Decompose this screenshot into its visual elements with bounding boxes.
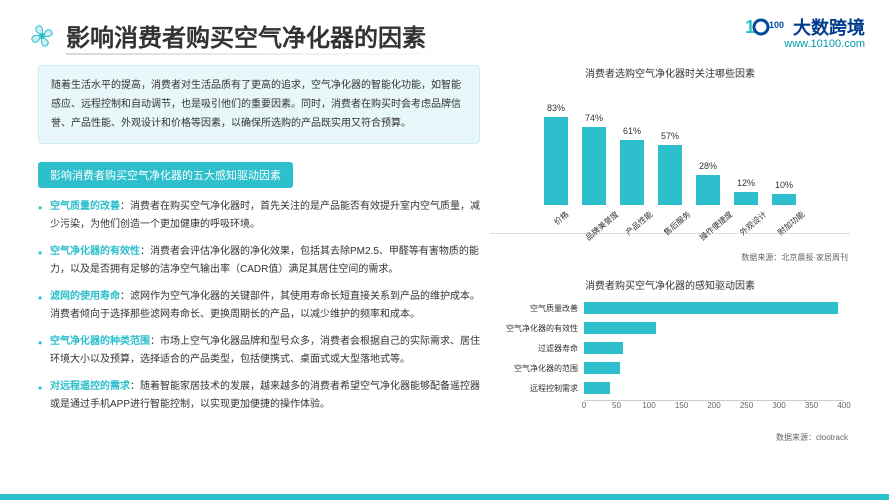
hbar-track <box>584 298 850 318</box>
x-axis: 050100150200250300350400 <box>584 400 844 414</box>
hbar-track <box>584 358 850 378</box>
x-tick: 200 <box>707 401 720 410</box>
vbar-category: 品牌美誉度 <box>583 209 621 243</box>
hbar-row: 远程控制需求 <box>584 378 850 398</box>
main-content: 随着生活水平的提高，消费者对生活品质有了更高的追求，空气净化器的智能化功能，如智… <box>0 65 889 443</box>
vbar-value: 10% <box>775 180 793 190</box>
hbar-label: 空气净化器的范围 <box>490 363 578 374</box>
right-column: 消费者选购空气净化器时关注哪些因素 83%价格74%品牌美誉度61%产品性能57… <box>490 65 870 443</box>
x-tick: 0 <box>582 401 586 410</box>
bullet-list: 空气质量的改善：消费者在购买空气净化器时，首先关注的是产品能否有效提升室内空气质… <box>38 198 480 413</box>
x-tick: 350 <box>805 401 818 410</box>
hbar-label: 远程控制需求 <box>490 383 578 394</box>
horizontal-bar-chart: 空气质量改善空气净化器的有效性过滤器寿命空气净化器的范围远程控制需求050100… <box>490 298 850 414</box>
vbar-value: 74% <box>585 113 603 123</box>
vbar: 57%售后服务 <box>658 145 682 205</box>
bullet-item: 空气质量的改善：消费者在购买空气净化器时，首先关注的是产品能否有效提升室内空气质… <box>38 198 480 233</box>
hbar-track <box>584 378 850 398</box>
bullet-title: 空气质量的改善 <box>50 201 120 212</box>
vbar: 28%操作便捷度 <box>696 175 720 205</box>
vbar: 61%产品性能 <box>620 140 644 205</box>
section-label: 影响消费者购买空气净化器的五大感知驱动因素 <box>38 162 293 188</box>
vbar: 10%附加功能 <box>772 194 796 205</box>
bullet-title: 对远程遥控的需求 <box>50 381 130 392</box>
bullet-item: 对远程遥控的需求：随着智能家居技术的发展，越来越多的消费者希望空气净化器能够配备… <box>38 378 480 413</box>
hbar <box>584 322 656 334</box>
vbar: 74%品牌美誉度 <box>582 127 606 205</box>
header: 影响消费者购买空气净化器的因素 1 100 大数跨境 www.10100.com <box>0 0 889 53</box>
vbar-value: 83% <box>547 103 565 113</box>
hbar-label: 空气净化器的有效性 <box>490 323 578 334</box>
vbar-category: 操作便捷度 <box>697 209 735 243</box>
vbar: 83%价格 <box>544 117 568 205</box>
chart2-title: 消费者购买空气净化器的感知驱动因素 <box>490 277 850 292</box>
vbar-category: 外观设计 <box>737 209 769 238</box>
footer-bar <box>0 494 889 500</box>
vertical-bar-chart: 83%价格74%品牌美誉度61%产品性能57%售后服务28%操作便捷度12%外观… <box>490 84 850 234</box>
x-tick: 250 <box>740 401 753 410</box>
vbar-value: 61% <box>623 126 641 136</box>
brand-name: 大数跨境 <box>793 14 865 40</box>
bullet-item: 滤网的使用寿命：滤网作为空气净化器的关键部件，其使用寿命长短直接关系到产品的维护… <box>38 288 480 323</box>
brand-url-link[interactable]: www.10100.com <box>784 38 865 50</box>
x-tick: 150 <box>675 401 688 410</box>
hbar-row: 空气净化器的有效性 <box>584 318 850 338</box>
hbar-row: 空气质量改善 <box>584 298 850 318</box>
bullet-title: 空气净化器的种类范围 <box>50 336 150 347</box>
hbar <box>584 342 623 354</box>
vbar-category: 价格 <box>552 209 571 228</box>
left-column: 随着生活水平的提高，消费者对生活品质有了更高的追求，空气净化器的智能化功能，如智… <box>0 65 490 443</box>
chart1-source: 数据来源：北京晨报·家居周刊 <box>490 252 850 263</box>
hbar-label: 过滤器寿命 <box>490 343 578 354</box>
intro-box: 随着生活水平的提高，消费者对生活品质有了更高的追求，空气净化器的智能化功能，如智… <box>38 65 480 144</box>
hbar <box>584 302 838 314</box>
bullet-item: 空气净化器的种类范围：市场上空气净化器品牌和型号众多，消费者会根据自己的实际需求… <box>38 333 480 368</box>
hbar-row: 空气净化器的范围 <box>584 358 850 378</box>
hbar-label: 空气质量改善 <box>490 303 578 314</box>
hbar <box>584 362 620 374</box>
x-tick: 100 <box>642 401 655 410</box>
bullet-item: 空气净化器的有效性：消费者会评估净化器的净化效果，包括其去除PM2.5、甲醛等有… <box>38 243 480 278</box>
hbar-track <box>584 318 850 338</box>
title-underline <box>66 53 466 55</box>
bullet-title: 空气净化器的有效性 <box>50 246 140 257</box>
x-tick: 300 <box>772 401 785 410</box>
vbar-category: 售后服务 <box>661 209 693 238</box>
x-tick: 50 <box>612 401 621 410</box>
fan-icon <box>28 22 56 50</box>
hbar <box>584 382 610 394</box>
bullet-title: 滤网的使用寿命 <box>50 291 120 302</box>
x-tick: 400 <box>837 401 850 410</box>
vbar-value: 57% <box>661 131 679 141</box>
vbar-category: 附加功能 <box>775 209 807 238</box>
chart2-source: 数据来源：clootrack <box>490 432 850 443</box>
hbar-row: 过滤器寿命 <box>584 338 850 358</box>
svg-text:100: 100 <box>769 20 784 30</box>
brand-logo-icon: 1 100 <box>745 16 787 38</box>
vbar-category: 产品性能 <box>623 209 655 238</box>
vbar-value: 12% <box>737 178 755 188</box>
brand-block: 1 100 大数跨境 www.10100.com <box>745 14 865 50</box>
hbar-track <box>584 338 850 358</box>
chart1-title: 消费者选购空气净化器时关注哪些因素 <box>490 65 850 80</box>
page-title: 影响消费者购买空气净化器的因素 <box>66 18 426 53</box>
vbar-value: 28% <box>699 161 717 171</box>
vbar: 12%外观设计 <box>734 192 758 205</box>
